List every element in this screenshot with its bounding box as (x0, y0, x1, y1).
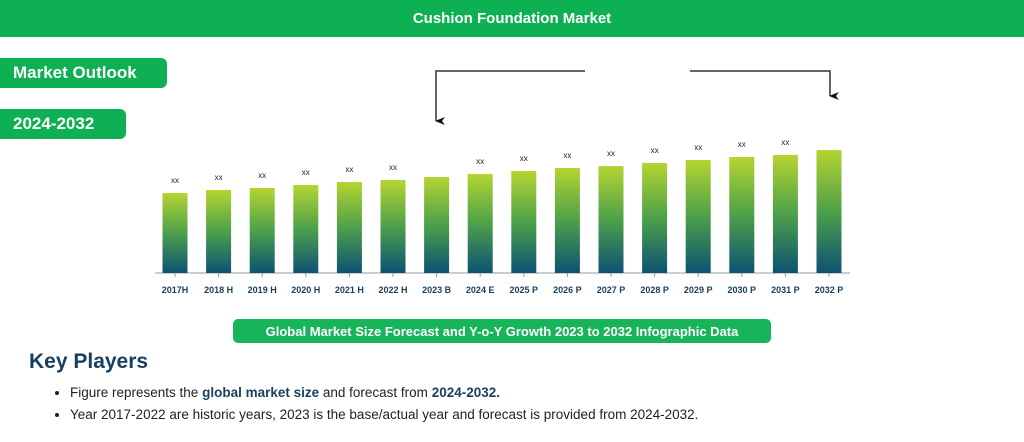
note-2: Year 2017-2022 are historic years, 2023 … (70, 404, 698, 426)
note-bold: global market size (202, 385, 320, 400)
page-header: Cushion Foundation Market (0, 0, 1024, 37)
x-tick-label: 2032 P (815, 285, 844, 295)
chart-caption: Global Market Size Forecast and Y-o-Y Gr… (233, 319, 771, 343)
bar-2018H (206, 190, 232, 273)
data-label: xx (258, 171, 266, 180)
data-label: xx (389, 163, 397, 172)
x-tick-label: 2019 H (248, 285, 277, 295)
data-label: xx (738, 140, 746, 149)
bar-2020H (293, 185, 319, 273)
x-tick-label: 2023 B (422, 285, 452, 295)
bar-2023B (424, 177, 450, 273)
data-label: xx (781, 138, 789, 147)
x-tick-label: 2029 P (684, 285, 713, 295)
bar-2019H (249, 188, 275, 273)
data-label: xx (607, 149, 615, 158)
bar-2022H (380, 180, 406, 273)
arrow-left (435, 70, 585, 125)
bar-2032P (816, 150, 842, 273)
bar-2021H (336, 182, 362, 273)
bar-2030P (729, 157, 755, 273)
header-title: Cushion Foundation Market (412, 10, 612, 27)
key-players-heading: Key Players (29, 350, 149, 373)
bar-2026P (554, 168, 580, 273)
bar-2017H (162, 193, 188, 273)
bar-2031P (772, 155, 798, 273)
note-1: Figure represents the global market size… (70, 382, 698, 404)
market-outlook-badge: Market Outlook (0, 58, 167, 88)
bar-2025P (511, 171, 537, 273)
data-label: xx (476, 157, 484, 166)
note-text: Figure represents the (70, 385, 203, 400)
data-label: xx (171, 176, 179, 185)
data-label: xx (651, 146, 659, 155)
x-tick-label: 2028 P (640, 285, 669, 295)
bar-2028P (642, 163, 668, 273)
notes-list: Figure represents the global market size… (52, 382, 698, 426)
period-badge: 2024-2032 (0, 109, 126, 139)
data-label: xx (215, 173, 223, 182)
data-label: xx (520, 154, 528, 163)
data-label: xx (302, 168, 310, 177)
bar-2029P (685, 160, 711, 273)
bar-2024E (467, 174, 493, 273)
note-text: and forecast from (319, 385, 432, 400)
arrow-right (690, 70, 839, 100)
bar-2027P (598, 166, 624, 273)
x-tick-label: 2018 H (204, 285, 233, 295)
x-tick-label: 2027 P (597, 285, 626, 295)
note-bold: 2024-2032. (431, 385, 500, 400)
x-tick-label: 2026 P (553, 285, 582, 295)
x-tick-label: 2024 E (466, 285, 495, 295)
x-tick-label: 2022 H (378, 285, 407, 295)
x-tick-label: 2020 H (291, 285, 320, 295)
x-tick-label: 2025 P (510, 285, 539, 295)
data-label: xx (345, 165, 353, 174)
data-label: xx (563, 151, 571, 160)
data-label: xx (694, 143, 702, 152)
x-tick-label: 2030 P (728, 285, 757, 295)
x-tick-label: 2031 P (771, 285, 800, 295)
x-tick-label: 2021 H (335, 285, 364, 295)
x-tick-label: 2017H (162, 285, 189, 295)
